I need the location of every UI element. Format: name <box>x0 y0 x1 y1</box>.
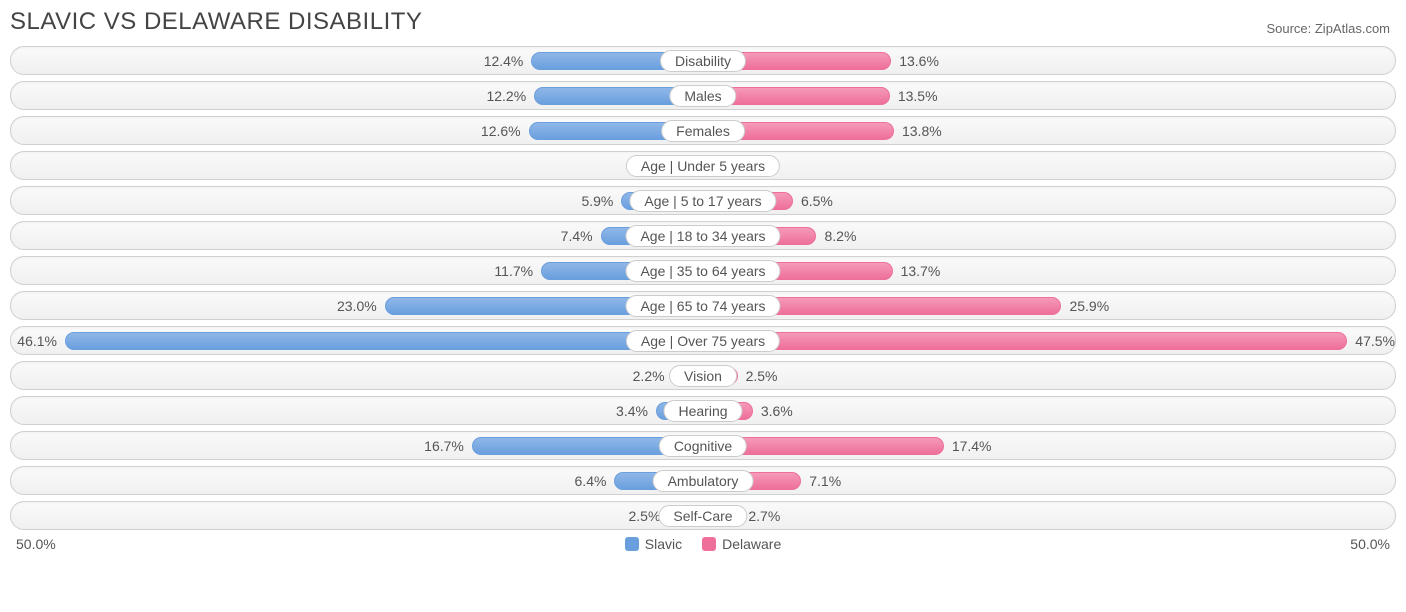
row-left-half: 1.4% <box>11 152 703 179</box>
row-category-label: Age | 5 to 17 years <box>629 190 776 212</box>
row-right-half: 25.9% <box>703 292 1395 319</box>
row-right-value: 13.8% <box>902 123 942 139</box>
chart-row: 2.2% 2.5% Vision <box>10 361 1396 390</box>
row-left-half: 12.4% <box>11 47 703 74</box>
row-right-value: 13.7% <box>901 263 941 279</box>
row-category-label: Ambulatory <box>653 470 754 492</box>
chart-legend: Slavic Delaware <box>56 536 1351 552</box>
row-left-value: 5.9% <box>581 193 613 209</box>
chart-row: 12.4% 13.6% Disability <box>10 46 1396 75</box>
row-category-label: Females <box>661 120 745 142</box>
chart-row: 6.4% 7.1% Ambulatory <box>10 466 1396 495</box>
row-left-value: 3.4% <box>616 403 648 419</box>
row-right-half: 1.5% <box>703 152 1395 179</box>
row-category-label: Disability <box>660 50 746 72</box>
row-left-value: 12.4% <box>484 53 524 69</box>
legend-label-left: Slavic <box>645 536 682 552</box>
chart-row: 46.1% 47.5% Age | Over 75 years <box>10 326 1396 355</box>
axis-max-right: 50.0% <box>1350 536 1390 552</box>
row-left-half: 2.5% <box>11 502 703 529</box>
row-right-value: 7.1% <box>809 473 841 489</box>
row-left-value: 6.4% <box>575 473 607 489</box>
chart-title: SLAVIC VS DELAWARE DISABILITY <box>10 8 422 36</box>
row-right-half: 6.5% <box>703 187 1395 214</box>
row-right-half: 8.2% <box>703 222 1395 249</box>
row-right-half: 3.6% <box>703 397 1395 424</box>
row-category-label: Age | Over 75 years <box>626 330 780 352</box>
row-left-value: 7.4% <box>561 228 593 244</box>
row-right-half: 13.5% <box>703 82 1395 109</box>
row-right-half: 7.1% <box>703 467 1395 494</box>
row-right-value: 8.2% <box>824 228 856 244</box>
legend-item-left: Slavic <box>625 536 682 552</box>
chart-row: 3.4% 3.6% Hearing <box>10 396 1396 425</box>
row-left-value: 16.7% <box>424 438 464 454</box>
chart-footer: 50.0% Slavic Delaware 50.0% <box>10 536 1396 552</box>
row-right-half: 2.5% <box>703 362 1395 389</box>
axis-max-left: 50.0% <box>16 536 56 552</box>
row-left-half: 23.0% <box>11 292 703 319</box>
chart-row: 11.7% 13.7% Age | 35 to 64 years <box>10 256 1396 285</box>
row-category-label: Self-Care <box>658 505 747 527</box>
chart-row: 12.6% 13.8% Females <box>10 116 1396 145</box>
row-left-half: 5.9% <box>11 187 703 214</box>
row-left-value: 23.0% <box>337 298 377 314</box>
row-right-half: 47.5% <box>703 327 1395 354</box>
chart-header: SLAVIC VS DELAWARE DISABILITY Source: Zi… <box>10 8 1396 36</box>
chart-row: 12.2% 13.5% Males <box>10 81 1396 110</box>
row-left-value: 12.2% <box>486 88 526 104</box>
row-left-value: 46.1% <box>17 333 57 349</box>
row-left-half: 16.7% <box>11 432 703 459</box>
row-right-half: 13.8% <box>703 117 1395 144</box>
chart-row: 1.4%1.5%Age | Under 5 years <box>10 151 1396 180</box>
chart-row: 23.0% 25.9% Age | 65 to 74 years <box>10 291 1396 320</box>
row-right-value: 6.5% <box>801 193 833 209</box>
row-category-label: Age | 18 to 34 years <box>625 225 780 247</box>
row-right-value: 2.5% <box>746 368 778 384</box>
row-left-half: 2.2% <box>11 362 703 389</box>
row-left-value: 2.2% <box>633 368 665 384</box>
row-category-label: Vision <box>669 365 737 387</box>
diverging-bar-chart: 12.4% 13.6% Disability 12.2% 13.5% Males 12.6%… <box>10 46 1396 530</box>
chart-row: 5.9% 6.5% Age | 5 to 17 years <box>10 186 1396 215</box>
row-left-half: 7.4% <box>11 222 703 249</box>
row-left-half: 6.4% <box>11 467 703 494</box>
row-right-value: 25.9% <box>1069 298 1109 314</box>
legend-swatch-left <box>625 537 639 551</box>
chart-row: 7.4% 8.2% Age | 18 to 34 years <box>10 221 1396 250</box>
row-right-value: 13.5% <box>898 88 938 104</box>
row-left-half: 12.6% <box>11 117 703 144</box>
row-right-value: 47.5% <box>1355 333 1395 349</box>
row-right-half: 13.6% <box>703 47 1395 74</box>
row-left-half: 11.7% <box>11 257 703 284</box>
chart-source: Source: ZipAtlas.com <box>1266 21 1390 36</box>
row-right-bar <box>703 332 1347 350</box>
row-right-half: 17.4% <box>703 432 1395 459</box>
legend-swatch-right <box>702 537 716 551</box>
chart-row: 16.7% 17.4% Cognitive <box>10 431 1396 460</box>
row-left-half: 46.1% <box>11 327 703 354</box>
row-left-half: 3.4% <box>11 397 703 424</box>
legend-label-right: Delaware <box>722 536 781 552</box>
row-category-label: Males <box>669 85 736 107</box>
row-category-label: Age | Under 5 years <box>626 155 780 177</box>
row-left-half: 12.2% <box>11 82 703 109</box>
row-right-value: 13.6% <box>899 53 939 69</box>
chart-row: 2.5% 2.7%Self-Care <box>10 501 1396 530</box>
row-category-label: Hearing <box>663 400 742 422</box>
row-category-label: Age | 65 to 74 years <box>625 295 780 317</box>
row-category-label: Age | 35 to 64 years <box>625 260 780 282</box>
row-category-label: Cognitive <box>659 435 747 457</box>
legend-item-right: Delaware <box>702 536 781 552</box>
row-left-value: 2.5% <box>628 508 660 524</box>
row-left-value: 11.7% <box>494 263 533 279</box>
row-left-bar <box>65 332 703 350</box>
row-right-value: 17.4% <box>952 438 992 454</box>
row-left-value: 12.6% <box>481 123 521 139</box>
row-right-value: 3.6% <box>761 403 793 419</box>
row-right-value: 2.7% <box>748 508 780 524</box>
row-right-half: 13.7% <box>703 257 1395 284</box>
row-right-half: 2.7% <box>703 502 1395 529</box>
